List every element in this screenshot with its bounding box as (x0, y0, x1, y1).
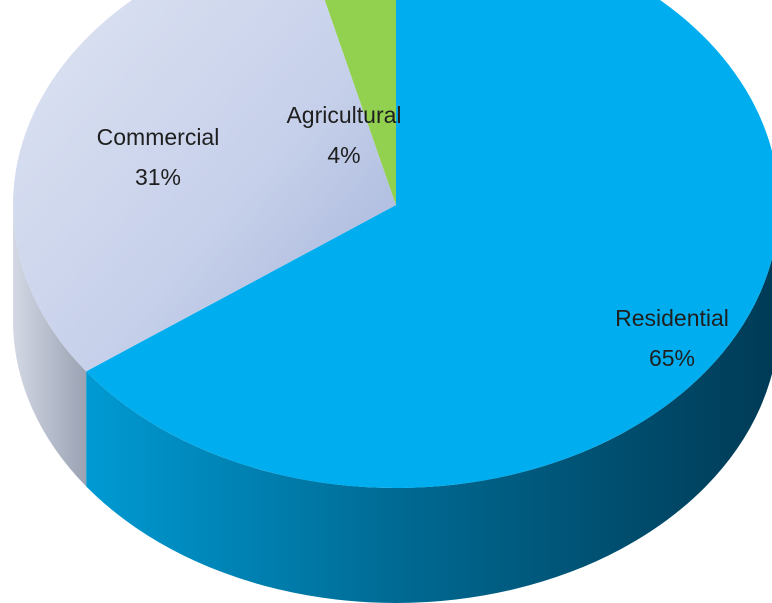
pie-slice-commercial (13, 0, 396, 372)
label-residential-name: Residential (615, 305, 729, 331)
label-commercial-percent: 31% (135, 164, 181, 190)
label-agricultural-name: Agricultural (286, 102, 401, 128)
pie-side-layer (13, 205, 772, 603)
label-agricultural-percent: 4% (327, 142, 360, 168)
pie-slice-residential (86, 0, 772, 488)
label-commercial-name: Commercial (97, 124, 220, 150)
pie-side-residential (86, 258, 772, 603)
pie-labels-layer: Residential 65% Commercial 31% Agricultu… (97, 102, 729, 371)
pie-top-layer (13, 0, 772, 488)
pie-slice-agricultural (324, 0, 396, 205)
pie-side-commercial (13, 205, 87, 487)
label-residential-percent: 65% (649, 345, 695, 371)
